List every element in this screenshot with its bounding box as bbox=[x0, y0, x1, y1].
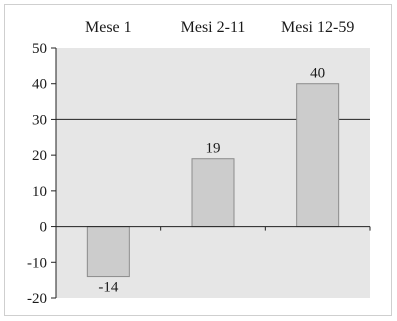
y-tick-label-2: 30 bbox=[32, 112, 47, 128]
category-label-1: Mese 1 bbox=[85, 19, 132, 36]
bar-2 bbox=[191, 158, 235, 228]
data-label-3: 40 bbox=[310, 66, 325, 82]
chart-frame bbox=[4, 4, 392, 316]
category-label-2: Mesi 2-11 bbox=[181, 19, 246, 36]
y-tick-label-0: 50 bbox=[32, 41, 47, 57]
category-label-3: Mesi 12-59 bbox=[281, 19, 354, 36]
y-tick-label-1: 40 bbox=[32, 77, 47, 93]
y-tick-label-3: 20 bbox=[32, 148, 47, 164]
y-tick-label-6: -10 bbox=[27, 255, 47, 271]
y-tick-label-4: 10 bbox=[32, 184, 47, 200]
bar-3 bbox=[296, 83, 340, 228]
data-label-2: 19 bbox=[206, 141, 221, 157]
y-tick-label-5: 0 bbox=[40, 220, 48, 236]
bar-1 bbox=[86, 226, 130, 278]
data-label-1: -14 bbox=[98, 280, 118, 296]
y-tick-label-7: -20 bbox=[27, 291, 47, 307]
